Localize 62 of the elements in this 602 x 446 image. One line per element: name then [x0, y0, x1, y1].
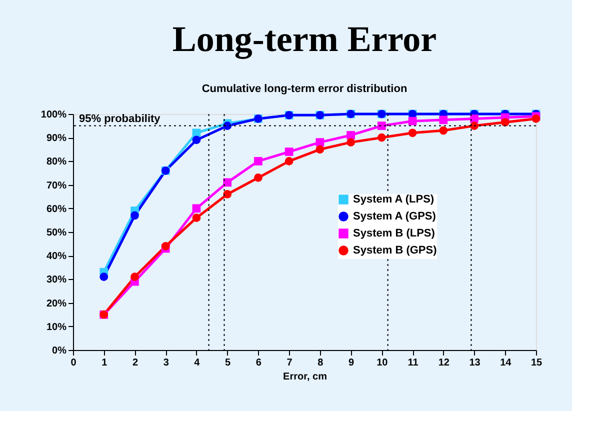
y-tick-label: 0% — [52, 346, 67, 356]
x-tick-label: 1 — [102, 358, 108, 368]
point — [254, 157, 262, 166]
y-tick-label: 30% — [46, 274, 67, 286]
point — [161, 242, 170, 250]
point — [284, 157, 294, 166]
y-tick-label: 20% — [46, 298, 67, 310]
point — [500, 118, 510, 126]
point — [439, 126, 448, 135]
y-tick-label: 50% — [46, 228, 67, 238]
y-tick-label: 60% — [46, 204, 67, 215]
point — [192, 214, 201, 222]
x-tick-label: 3 — [163, 358, 170, 368]
x-tick-label: 12 — [438, 358, 450, 368]
x-tick-label: 9 — [348, 358, 355, 368]
y-tick-label: 90% — [46, 133, 67, 144]
y-tick-label: 80% — [46, 156, 67, 168]
y-tick-label: 40% — [46, 251, 67, 262]
x-axis-title: Error, cm — [283, 372, 328, 382]
legend-label: System B (GPS) — [353, 244, 438, 256]
point — [192, 136, 201, 144]
point — [408, 116, 417, 126]
point — [100, 272, 108, 282]
x-tick-label: 15 — [530, 358, 542, 368]
x-tick-label: 10 — [376, 358, 388, 368]
x-tick-label: 4 — [194, 358, 200, 368]
chart-subtitle: Cumulative long-term error distribution — [202, 83, 408, 95]
point — [377, 122, 386, 130]
legend-label: System A (LPS) — [353, 194, 434, 206]
chart-title: Long-term Error — [172, 19, 437, 59]
legend-label: System A (GPS) — [353, 210, 436, 222]
ref-line-label: 95% probability — [79, 112, 162, 125]
x-tick-label: 2 — [132, 358, 138, 368]
point — [439, 116, 448, 124]
point — [254, 174, 262, 182]
point — [223, 178, 232, 187]
point — [408, 128, 417, 138]
point — [470, 122, 478, 130]
point — [192, 128, 201, 138]
x-tick-label: 14 — [500, 358, 512, 368]
point — [130, 211, 139, 220]
y-tick-label: 70% — [46, 180, 67, 192]
y-tick-label: 100% — [40, 110, 67, 120]
point — [223, 190, 232, 198]
x-tick-label: 8 — [318, 358, 324, 368]
x-tick-label: 5 — [225, 358, 232, 368]
x-tick-label: 7 — [286, 358, 293, 368]
point — [316, 138, 324, 147]
point — [316, 145, 324, 154]
x-tick-label: 11 — [408, 358, 419, 368]
y-tick-label: 10% — [46, 322, 67, 333]
point — [346, 131, 355, 140]
point — [532, 114, 540, 123]
point — [346, 138, 355, 146]
x-tick-label: 13 — [469, 358, 481, 368]
point — [377, 133, 386, 142]
point — [192, 204, 201, 213]
x-tick-label: 0 — [70, 358, 77, 368]
x-tick-label: 6 — [256, 358, 262, 368]
legend-label: System B (LPS) — [353, 228, 436, 240]
point — [284, 148, 294, 156]
point — [130, 272, 139, 282]
